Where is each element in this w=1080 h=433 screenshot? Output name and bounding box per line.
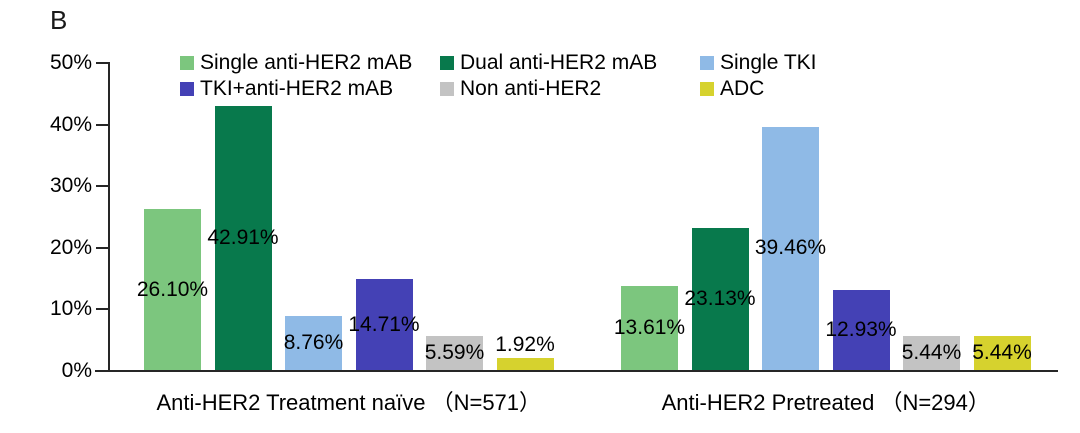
legend-label: Single anti-HER2 mAB xyxy=(200,51,413,74)
y-axis-line xyxy=(108,62,110,372)
legend-label: ADC xyxy=(720,77,765,100)
y-tick-mark xyxy=(96,370,109,372)
legend-label: Non anti-HER2 xyxy=(460,77,602,100)
bar-6-group-2 xyxy=(973,336,1031,370)
legend-swatch-icon xyxy=(440,56,454,70)
y-tick-label: 10% xyxy=(49,297,92,321)
bar-6-group-1 xyxy=(496,358,554,370)
bar-5-group-2 xyxy=(903,336,960,370)
legend-item-4: TKI+anti-HER2 mAB xyxy=(180,76,393,102)
x-axis-category-label: Anti-HER2 Treatment naïve （N=571） xyxy=(156,390,542,415)
legend-label: Dual anti-HER2 mAB xyxy=(460,51,658,74)
panel-label: B xyxy=(50,5,68,35)
y-tick-mark xyxy=(96,185,109,188)
legend-swatch-icon xyxy=(700,82,714,96)
legend-item-6: ADC xyxy=(700,76,764,102)
y-tick-label: 50% xyxy=(49,51,92,74)
legend-item-5: Non anti-HER2 xyxy=(440,76,601,102)
legend-swatch-icon xyxy=(180,56,194,70)
bar-2-group-2 xyxy=(691,227,749,370)
legend-item-1: Single anti-HER2 mAB xyxy=(180,50,412,76)
bar-4-group-2 xyxy=(832,290,890,370)
y-tick-label: 20% xyxy=(49,235,92,259)
x-axis-category-label: Anti-HER2 Pretreated （N=294） xyxy=(661,390,990,415)
bar-3-group-2 xyxy=(762,126,819,370)
x-axis-line xyxy=(95,370,1058,372)
y-tick-mark xyxy=(96,62,109,64)
legend-label: Single TKI xyxy=(720,51,817,74)
legend-label: TKI+anti-HER2 mAB xyxy=(200,77,394,100)
y-tick-mark xyxy=(96,246,109,249)
y-tick-label: 30% xyxy=(49,174,92,198)
y-tick-mark xyxy=(96,308,109,311)
bar-1-group-2 xyxy=(621,286,678,370)
bar-4-group-1 xyxy=(355,279,413,370)
legend-item-3: Single TKI xyxy=(700,50,817,76)
legend-swatch-icon xyxy=(440,82,454,96)
legend-item-2: Dual anti-HER2 mAB xyxy=(440,50,657,76)
y-tick-mark xyxy=(96,123,109,126)
bar-3-group-1 xyxy=(285,316,342,370)
bar-1-group-1 xyxy=(144,209,201,370)
legend-swatch-icon xyxy=(180,82,194,96)
bar-2-group-1 xyxy=(214,105,272,370)
y-tick-label: 40% xyxy=(49,112,92,136)
legend-swatch-icon xyxy=(700,56,714,70)
y-tick-label: 0% xyxy=(61,359,92,382)
bar-5-group-1 xyxy=(426,335,483,370)
